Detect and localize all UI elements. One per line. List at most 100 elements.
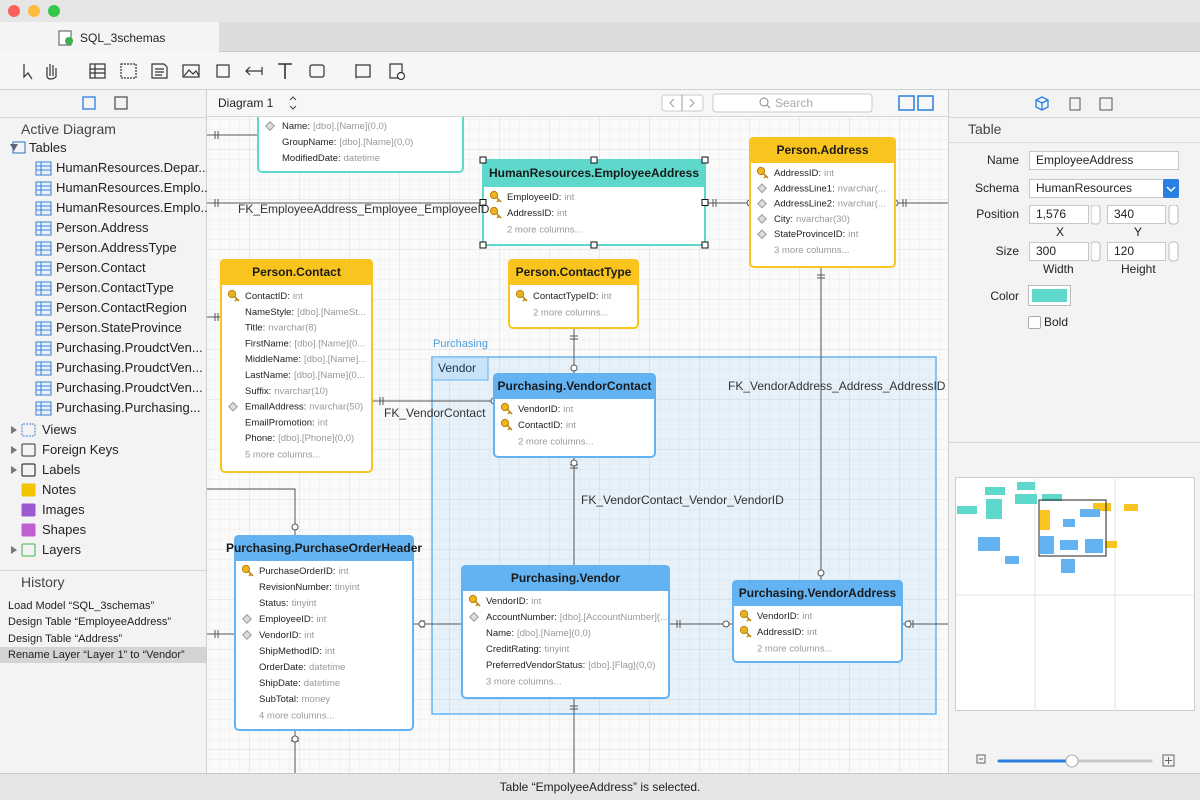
pointer-tool[interactable] — [23, 64, 33, 80]
column: RevisionNumber: tinyint — [259, 582, 360, 593]
table-list-item[interactable]: Person.AddressType — [56, 240, 177, 255]
bold-label[interactable]: Bold — [1044, 315, 1069, 329]
zoom-in[interactable] — [1162, 754, 1175, 767]
view-tool[interactable] — [120, 63, 137, 79]
minimap-table — [1015, 494, 1037, 504]
document-tab[interactable] — [0, 22, 219, 52]
tables-group[interactable]: Tables — [29, 140, 67, 155]
doc-tab-icon[interactable] — [1069, 97, 1081, 111]
y-field[interactable]: 340 — [1107, 205, 1166, 224]
table-icon — [35, 221, 52, 236]
search-field[interactable] — [712, 93, 873, 113]
table-list-item[interactable]: Person.StateProvince — [56, 320, 182, 335]
label-tool[interactable] — [278, 63, 292, 79]
table-list-item[interactable]: Person.ContactType — [56, 280, 174, 295]
diagram-tab-icon[interactable] — [82, 96, 96, 110]
image-tool[interactable] — [182, 64, 200, 78]
layer-name: Vendor — [438, 361, 476, 375]
width-field[interactable]: 300 — [1029, 242, 1089, 261]
hand-tool[interactable] — [46, 64, 57, 80]
diagram-selector[interactable]: Diagram 1 — [218, 96, 274, 110]
height-field[interactable]: 120 — [1107, 242, 1166, 261]
selection-handle[interactable] — [701, 156, 709, 164]
generate-tool[interactable] — [389, 63, 403, 79]
selection-handle[interactable] — [479, 156, 487, 164]
history-item[interactable]: Design Table “Address” — [8, 632, 123, 645]
minimap[interactable] — [955, 477, 1195, 711]
group-item[interactable]: Notes — [42, 482, 76, 497]
tool-icons[interactable] — [23, 63, 406, 81]
index-icon — [242, 614, 252, 624]
selection-handle[interactable] — [590, 156, 598, 164]
table-list-item[interactable]: Purchasing.ProudctVen... — [56, 380, 203, 395]
minimize-button[interactable] — [28, 5, 40, 17]
schema-select-arrow[interactable] — [1163, 179, 1179, 198]
zoom-out[interactable] — [976, 754, 986, 764]
object-tab-icon[interactable] — [1035, 96, 1049, 111]
table-entity[interactable]: Purchasing.PurchaseOrderHeader PurchaseOr… — [226, 535, 422, 731]
history-item[interactable]: Rename Layer “Layer 1” to “Vendor” — [8, 648, 185, 661]
layer-tool[interactable] — [309, 64, 325, 78]
shape-tool[interactable] — [216, 64, 230, 78]
history-item[interactable]: Design Table “EmployeeAddress” — [8, 616, 172, 629]
selection-handle[interactable] — [701, 199, 709, 206]
x-stepper[interactable] — [1091, 205, 1101, 225]
table-list-item[interactable]: Purchasing.Purchasing... — [56, 400, 201, 415]
selection-handle[interactable] — [479, 199, 487, 206]
table-entity[interactable]: HumanResources.EmployeeAddress EmployeeID… — [482, 159, 706, 246]
table-list-item[interactable]: Person.ContactRegion — [56, 300, 187, 315]
table-list-item[interactable]: Person.Address — [56, 220, 149, 235]
x-field[interactable]: 1,576 — [1029, 205, 1089, 224]
table-tool[interactable] — [89, 63, 106, 79]
selection-handle[interactable] — [479, 241, 487, 249]
column-name: Suffix: — [245, 385, 271, 396]
table-header — [732, 580, 903, 606]
note-tool[interactable] — [151, 63, 168, 79]
minimap-viewport[interactable] — [1038, 499, 1107, 557]
height-stepper[interactable] — [1168, 241, 1179, 262]
select-button[interactable] — [1163, 179, 1179, 198]
table-list-item[interactable]: Purchasing.ProudctVen... — [56, 340, 203, 355]
width-stepper[interactable] — [1091, 241, 1101, 262]
history-item[interactable]: Load Model “SQL_3schemas” — [8, 600, 155, 612]
tab-title[interactable]: SQL_3schemas — [80, 31, 166, 45]
group-item[interactable]: Labels — [42, 462, 81, 477]
model-tab-icon[interactable] — [1099, 97, 1113, 111]
left-panel-toggle[interactable] — [898, 95, 915, 111]
nav-arrows[interactable] — [669, 95, 695, 111]
bold-checkbox[interactable] — [1028, 316, 1041, 329]
table-list-item[interactable]: HumanResources.Emplo... — [56, 180, 212, 195]
selection-handle[interactable] — [590, 241, 598, 249]
group-item[interactable]: Foreign Keys — [42, 442, 119, 457]
table-entity[interactable]: Person.ContactType ContactTypeID: int 2 mor… — [508, 259, 639, 329]
color-well[interactable] — [1028, 285, 1071, 306]
table-list-item[interactable]: Purchasing.ProudctVen... — [56, 360, 203, 375]
table-list-item[interactable]: Person.Contact — [56, 260, 146, 275]
diagram-chevrons[interactable] — [289, 96, 297, 110]
group-item[interactable]: Images — [42, 502, 85, 517]
y-stepper[interactable] — [1168, 205, 1179, 225]
zoom-button[interactable] — [48, 5, 60, 17]
selection-handle[interactable] — [701, 241, 709, 249]
group-item[interactable]: Layers — [42, 542, 82, 557]
right-panel-toggle[interactable] — [917, 95, 934, 111]
table-list-item[interactable]: HumanResources.Emplo... — [56, 200, 212, 215]
table-entity[interactable]: Name: [dbo].[Name](0,0)GroupName: [dbo].[N… — [257, 117, 464, 173]
group-item[interactable]: Views — [42, 422, 77, 437]
column-name: ContactID: — [518, 420, 563, 431]
zoom-knob[interactable] — [1065, 754, 1079, 768]
schema-select[interactable]: HumanResources — [1029, 179, 1179, 198]
export-tool[interactable] — [355, 64, 371, 78]
table-list-item[interactable]: HumanResources.Depar... — [56, 160, 210, 175]
fk-tool[interactable] — [245, 66, 263, 76]
group-item[interactable]: Shapes — [42, 522, 87, 537]
table-entity[interactable]: Purchasing.Vendor VendorID: int AccountNumb… — [461, 565, 670, 699]
close-button[interactable] — [8, 5, 20, 17]
model-tab-icon[interactable] — [114, 96, 128, 110]
name-field[interactable]: EmployeeAddress — [1029, 151, 1179, 170]
